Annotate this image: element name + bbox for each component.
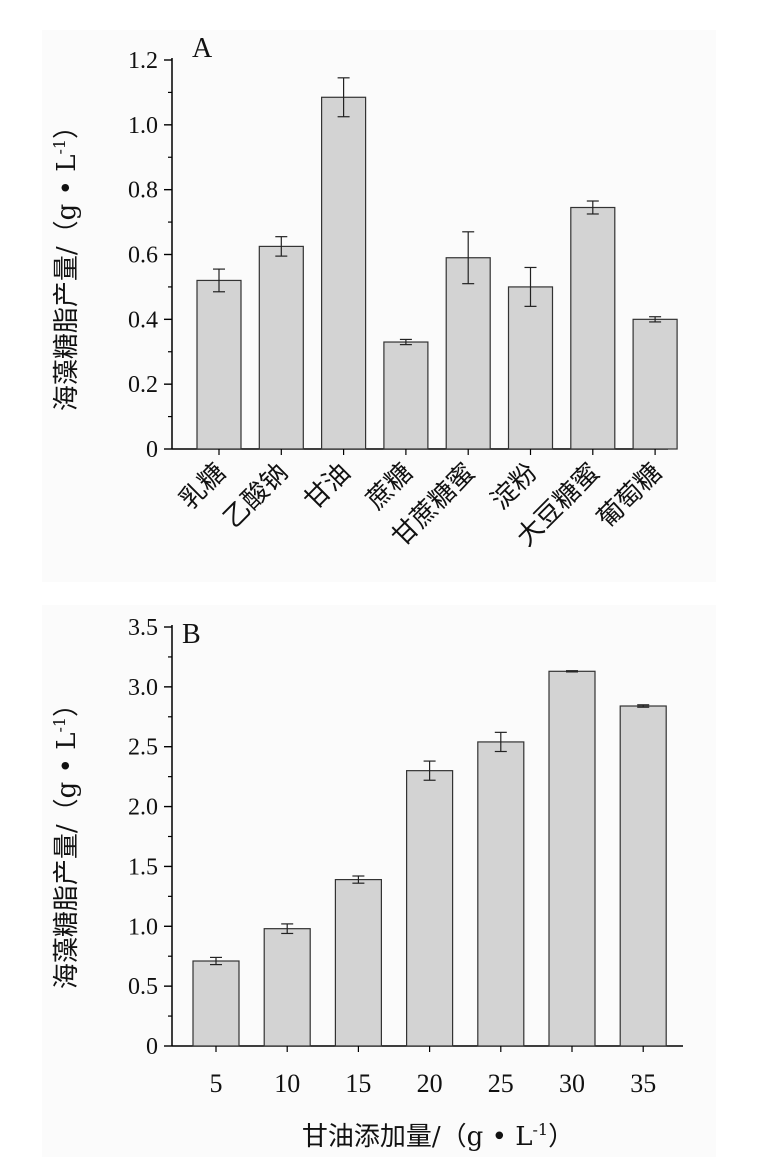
panel-b-y-tick-label: 2.5 — [128, 735, 158, 761]
panel-b-category-label: 5 — [210, 1069, 223, 1098]
panel-a-y-tick-label: 0.2 — [128, 372, 158, 398]
panel-b-bar — [477, 741, 525, 1047]
panel-b-bar — [548, 670, 596, 1047]
panel-b-y-axis-title: 海藻糖脂产量/（g • L-1） — [50, 691, 82, 989]
panel-b-y-tick-label: 1.0 — [128, 914, 158, 940]
panel-a-bar — [321, 96, 367, 450]
panel-b-y-tick-label: 1.5 — [128, 854, 158, 880]
panel-b-bar — [334, 878, 382, 1047]
panel-a-bar — [632, 318, 678, 450]
panel-b-bar — [263, 928, 311, 1047]
panel-b-y-tick-label: 3.5 — [128, 615, 158, 641]
panel-a-category-label: 乙酸钠 — [218, 458, 294, 534]
panel-b-bar — [406, 770, 454, 1047]
panel-a-bar — [570, 206, 616, 450]
panel-b-category-label: 35 — [630, 1069, 656, 1098]
panel-b-category-label: 25 — [488, 1069, 514, 1098]
panel-a-category-label: 甘油 — [299, 458, 357, 516]
panel-b-category-label: 20 — [417, 1069, 443, 1098]
panel-a-y-tick-label: 1.2 — [128, 48, 158, 74]
panel-b-category-label: 10 — [274, 1069, 300, 1098]
panel-b-y-tick-label: 2.0 — [128, 795, 158, 821]
panel-b-x-axis-title: 甘油添加量/（g • L-1） — [302, 1120, 574, 1152]
panel-a-y-tick-label: 0.8 — [128, 178, 158, 204]
panel-a-y-tick-label: 0.6 — [128, 243, 158, 269]
panel-b-y-tick-label: 0 — [146, 1034, 158, 1060]
panel-b-category-label: 30 — [559, 1069, 585, 1098]
panel-b-bar — [619, 705, 667, 1047]
panel-a-y-tick-label: 1.0 — [128, 113, 158, 139]
panel-a-bar — [383, 341, 429, 450]
panel-a-bar — [507, 286, 554, 450]
panel-a-bar — [196, 279, 242, 450]
panel-b-y-tick-label: 3.0 — [128, 675, 158, 701]
panel-b-bar — [192, 960, 240, 1047]
panel-a-y-tick-label: 0 — [146, 437, 158, 463]
panel-a-y-axis-title: 海藻糖脂产量/（g • L-1） — [50, 113, 82, 411]
panel-a-panel-letter: A — [192, 33, 213, 64]
panel-a-bar — [258, 245, 304, 450]
panel-b-y-tick-label: 0.5 — [128, 974, 158, 1000]
panel-a-y-tick-label: 0.4 — [128, 307, 158, 333]
panel-a-bar — [445, 257, 491, 450]
panel-a-category-label: 葡萄糖 — [592, 458, 668, 534]
panel-b-panel-letter: B — [182, 619, 201, 650]
panel-b-category-label: 15 — [345, 1069, 371, 1098]
